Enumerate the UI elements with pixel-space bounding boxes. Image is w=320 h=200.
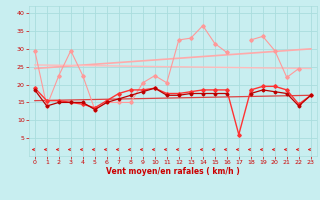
X-axis label: Vent moyen/en rafales ( km/h ): Vent moyen/en rafales ( km/h ) bbox=[106, 167, 240, 176]
